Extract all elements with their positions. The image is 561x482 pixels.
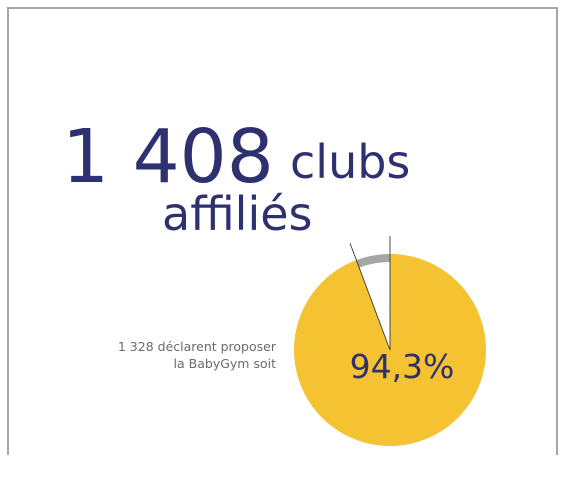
slice-edge bbox=[349, 243, 391, 351]
headline-unit2: affiliés bbox=[162, 187, 313, 241]
caption-line: la BabyGym soit bbox=[174, 356, 277, 371]
headline-unit: clubs bbox=[290, 135, 410, 189]
caption-line: 1 328 déclarent proposer bbox=[118, 339, 277, 354]
pie-slice bbox=[356, 254, 390, 350]
frame bbox=[7, 7, 558, 455]
slice-rim bbox=[356, 254, 391, 268]
headline-number: 1 408 bbox=[62, 114, 274, 200]
slice-label: 94,3% bbox=[350, 347, 455, 386]
